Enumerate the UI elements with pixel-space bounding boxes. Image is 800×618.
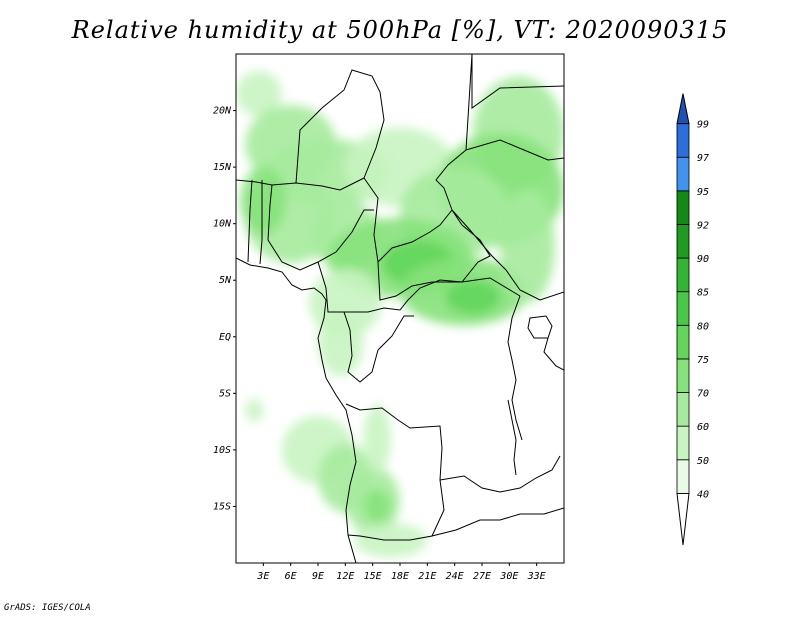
lon-label: 24E	[446, 571, 464, 582]
latitude-labels: 20N 15N 10N 5N EQ 5S 10S 15S	[213, 106, 236, 512]
grads-credit: GrADS: IGES/COLA	[4, 603, 91, 613]
lake-victoria	[527, 315, 553, 339]
lat-label: 20N	[213, 106, 232, 117]
border-drc	[343, 311, 414, 383]
colorbar-label: 95	[697, 187, 709, 198]
border-niger	[295, 69, 385, 184]
border-sudan	[451, 139, 564, 301]
lon-label: 18E	[391, 571, 409, 582]
humidity-shading	[236, 70, 564, 558]
colorbar-label: 40	[697, 489, 709, 500]
colorbar-swatch	[676, 358, 690, 393]
colorbar-swatch	[676, 257, 690, 293]
humidity-area	[363, 489, 391, 524]
humidity-area	[245, 398, 264, 422]
colorbar-swatch	[676, 324, 690, 360]
humidity-area	[363, 404, 391, 473]
lat-label: 5S	[219, 388, 231, 399]
colorbar-swatch	[676, 190, 690, 225]
colorbar-swatch	[676, 392, 690, 427]
humidity-area	[240, 167, 287, 235]
colorbar-label: 70	[697, 389, 709, 400]
lon-label: 6E	[285, 571, 297, 582]
colorbar-label: 97	[697, 153, 709, 164]
humidity-area	[236, 70, 282, 117]
lon-label: 12E	[336, 571, 354, 582]
colorbar-label: 60	[697, 422, 709, 433]
border-chad	[363, 54, 473, 264]
humidity-area	[318, 308, 364, 377]
colorbar-label: 75	[697, 355, 709, 366]
border-libya-egypt	[471, 54, 564, 109]
longitude-labels: 3E 6E 9E 12E 15E 18E 21E 24E 27E 30E 33E	[256, 563, 546, 582]
border-sahel	[236, 177, 365, 191]
border-angola	[345, 403, 445, 541]
colorbar-low-arrow	[676, 492, 690, 546]
colorbar-swatch	[676, 459, 690, 494]
colorbar-swatch	[676, 291, 690, 326]
lon-label: 33E	[527, 571, 546, 582]
humidity-area	[445, 280, 501, 315]
lake-tanganyika	[507, 399, 517, 476]
border-zambia	[439, 455, 561, 493]
lon-label: 3E	[256, 571, 269, 582]
lon-label: 15E	[364, 571, 382, 582]
lon-label: 9E	[312, 571, 324, 582]
lat-label: 15S	[213, 501, 231, 512]
colorbar-label: 80	[697, 321, 709, 332]
lat-label: 10S	[213, 445, 231, 456]
coast-east	[543, 337, 564, 371]
country-borders	[236, 54, 564, 563]
colorbar-label: 85	[697, 288, 709, 299]
lat-label: 10N	[213, 219, 232, 230]
colorbar-swatch	[676, 425, 690, 461]
colorbar-swatch	[676, 156, 690, 192]
colorbar-swatch	[676, 123, 690, 158]
border-nigeria	[267, 184, 374, 271]
colorbar-swatch	[676, 224, 690, 259]
humidity-area	[500, 189, 555, 303]
colorbar-label: 99	[697, 120, 709, 131]
map-title: Relative humidity at 500hPa [%], VT: 202…	[71, 16, 729, 44]
coastline	[236, 257, 357, 563]
border-ghana	[247, 179, 263, 265]
colorbar-label: 92	[697, 220, 709, 231]
colorbar-label: 90	[697, 254, 709, 265]
colorbar: 40 50 60 70 75 80 85 90 92 95 97 99	[676, 93, 709, 546]
border-congo-east	[507, 295, 523, 441]
lat-label: 15N	[213, 162, 232, 173]
colorbar-high-arrow	[676, 93, 690, 125]
border-southern	[431, 507, 564, 537]
lat-label: 5N	[219, 275, 232, 286]
lon-label: 27E	[473, 571, 491, 582]
colorbar-label: 50	[697, 456, 709, 467]
lon-label: 21E	[418, 571, 436, 582]
lat-label: EQ	[219, 332, 231, 343]
lon-label: 30E	[499, 571, 518, 582]
